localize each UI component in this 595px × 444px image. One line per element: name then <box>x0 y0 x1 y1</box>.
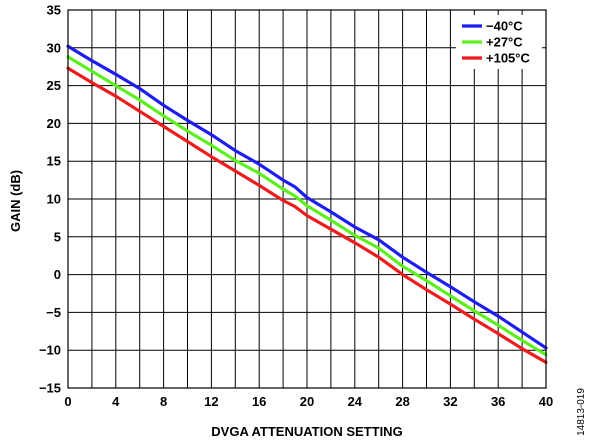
x-tick-label: 40 <box>539 394 553 409</box>
y-axis-title: GAIN (dB) <box>8 170 23 232</box>
y-tick-label: 0 <box>54 267 61 282</box>
x-tick-label: 0 <box>64 394 71 409</box>
series-line <box>66 44 548 350</box>
y-tick-label: 20 <box>47 116 61 131</box>
x-tick-label: 32 <box>443 394 457 409</box>
x-tick-label: 12 <box>204 394 218 409</box>
x-tick-label: 36 <box>491 394 505 409</box>
x-tick-label: 20 <box>300 394 314 409</box>
y-tick-label: 15 <box>47 154 61 169</box>
y-tick-label: 25 <box>47 78 61 93</box>
y-axis-ticks: 35 30 25 20 15 10 5 0 −5 −10 −15 <box>39 3 61 396</box>
plot-frame <box>67 9 547 389</box>
data-series <box>66 44 548 364</box>
x-tick-label: 16 <box>252 394 266 409</box>
series-line <box>66 55 548 357</box>
series-line <box>66 66 548 364</box>
x-tick-label: 24 <box>348 394 363 409</box>
y-tick-label: −15 <box>39 381 61 396</box>
y-tick-label: −5 <box>46 305 61 320</box>
y-tick-label: 35 <box>47 3 61 18</box>
x-axis-title: DVGA ATTENUATION SETTING <box>211 424 402 439</box>
legend-label: +105°C <box>486 51 530 66</box>
x-tick-label: 8 <box>160 394 167 409</box>
legend-label: +27°C <box>486 35 523 50</box>
y-tick-label: 10 <box>47 192 61 207</box>
y-tick-label: 5 <box>54 229 61 244</box>
figure-id: 14813-019 <box>576 388 587 436</box>
x-tick-label: 4 <box>112 394 120 409</box>
x-tick-label: 28 <box>395 394 409 409</box>
y-tick-label: 30 <box>47 40 61 55</box>
y-tick-label: −10 <box>39 343 61 358</box>
legend: −40°C+27°C+105°C <box>456 15 542 69</box>
legend-label: −40°C <box>486 19 523 34</box>
x-axis-ticks: 0 4 8 12 16 20 24 28 32 36 40 <box>64 394 553 409</box>
